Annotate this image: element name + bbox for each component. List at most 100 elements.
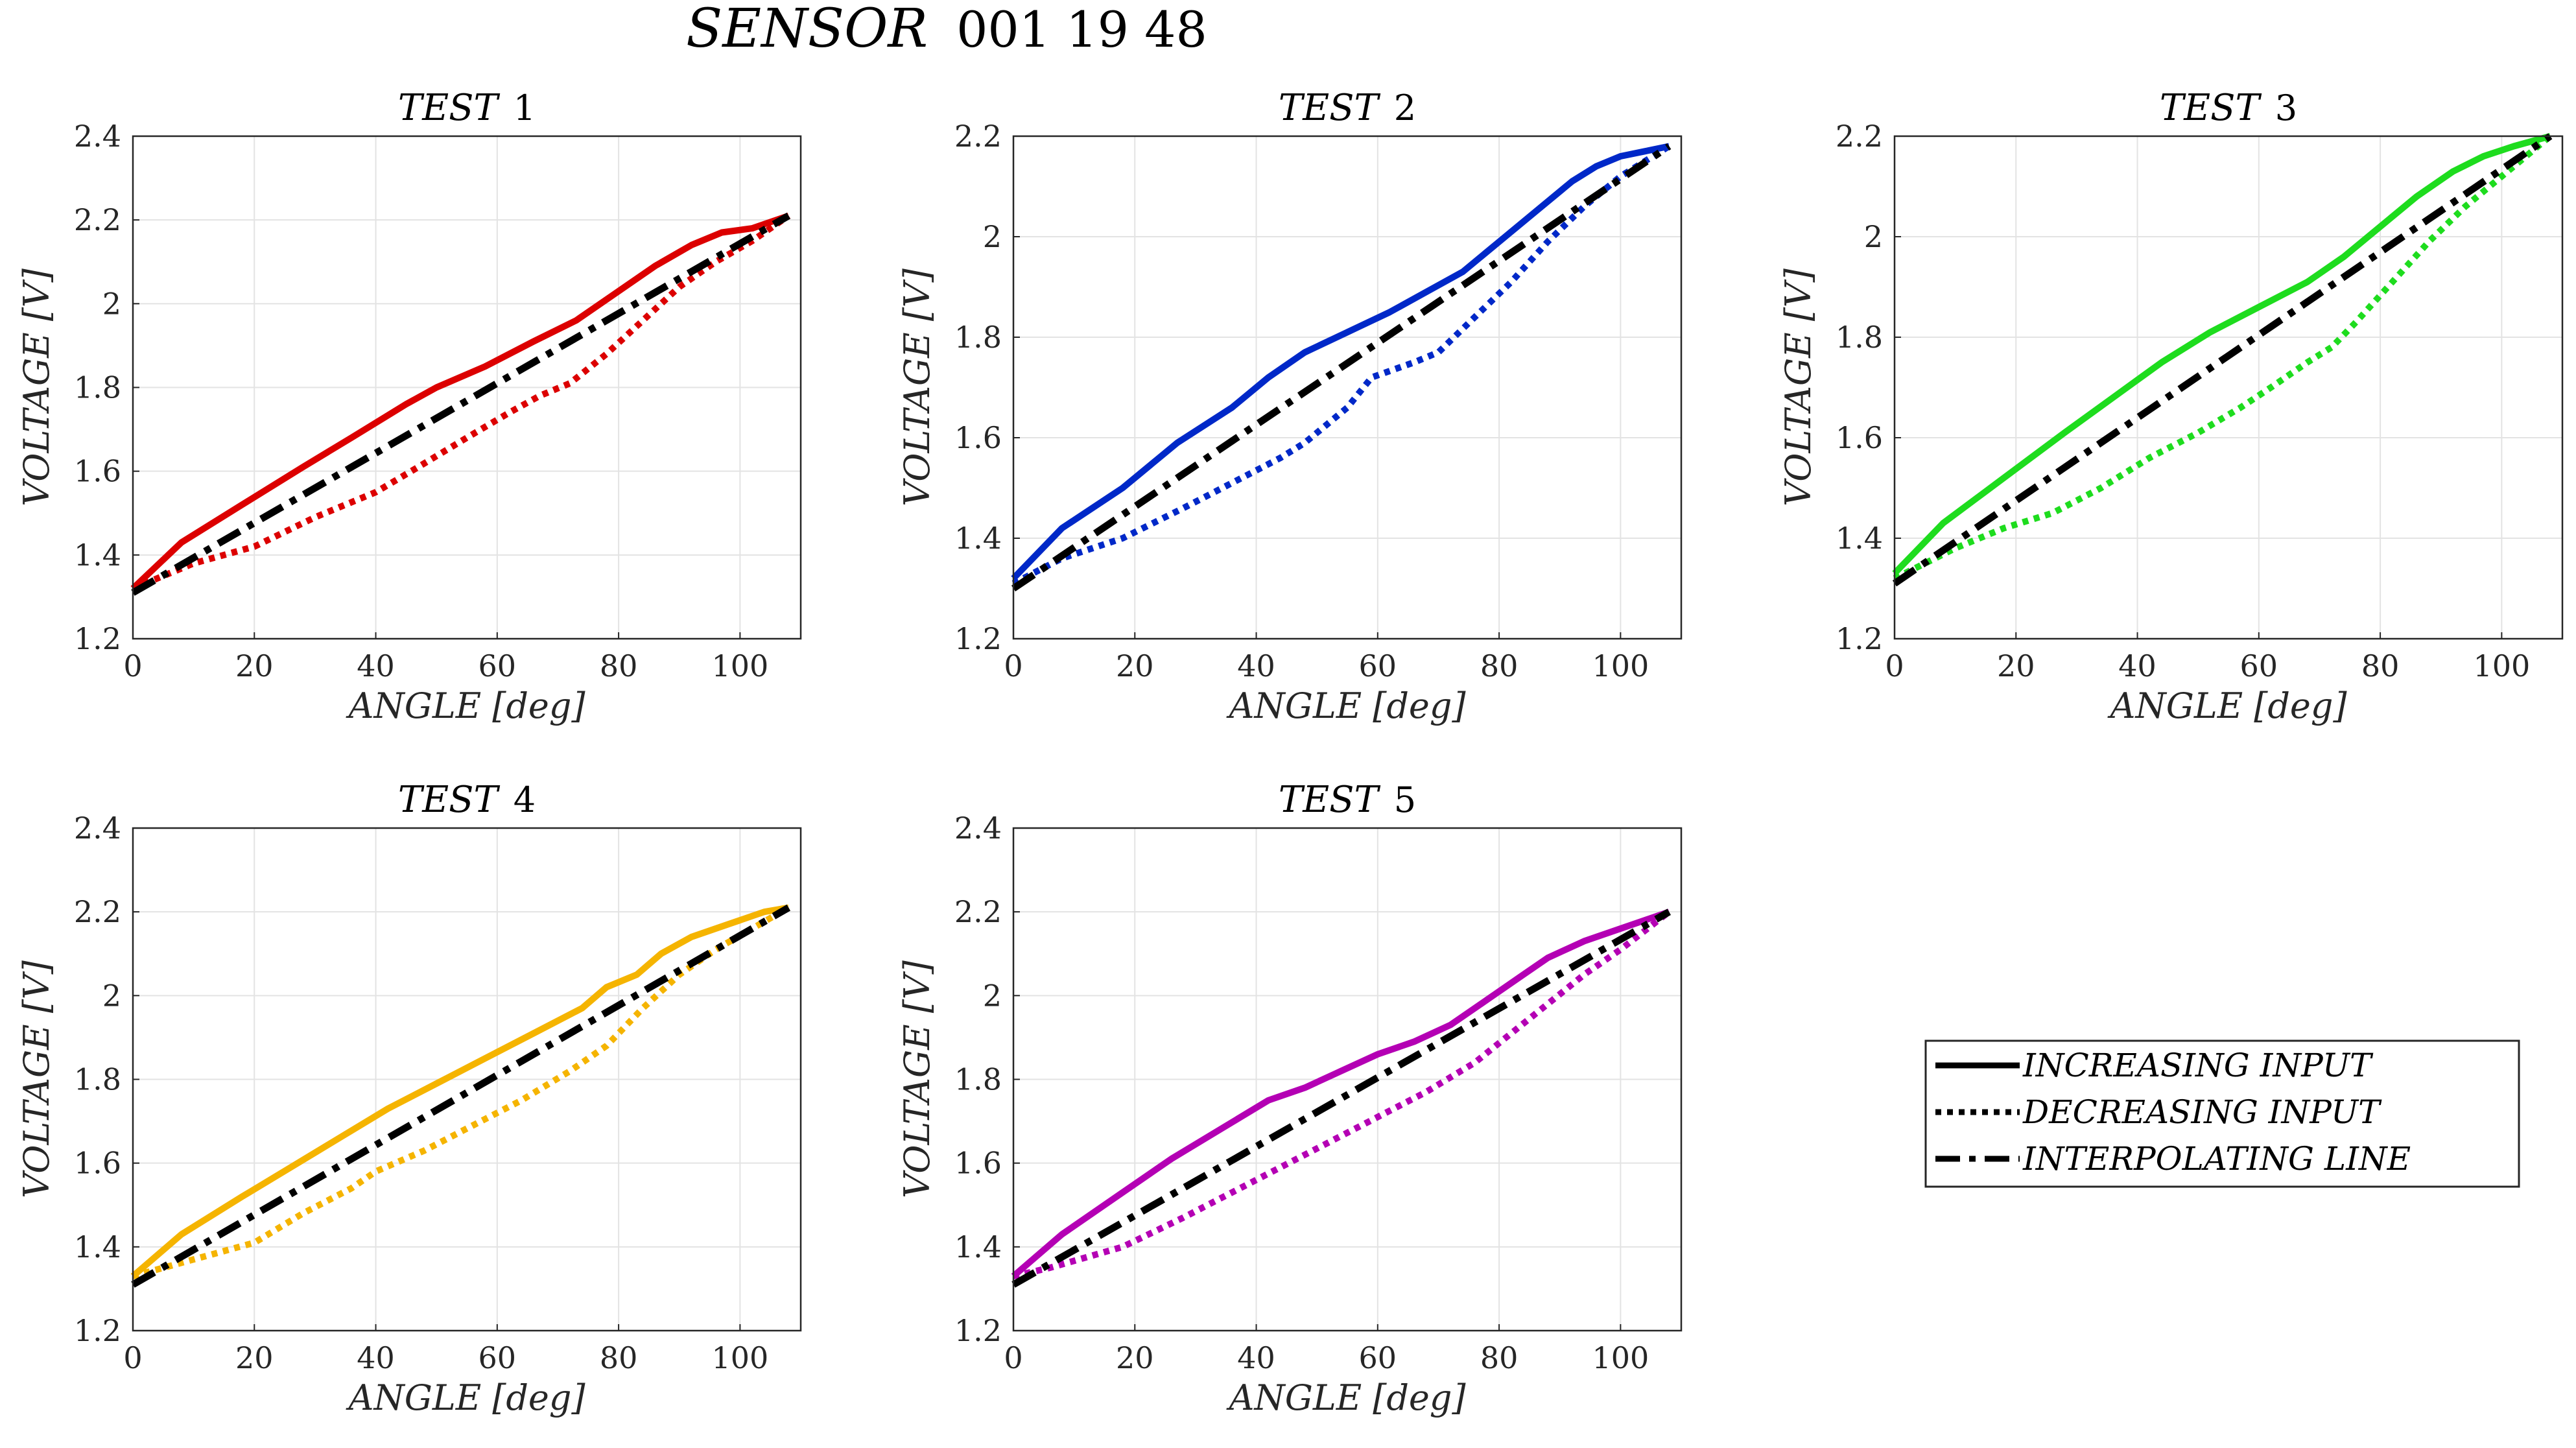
x-tick-label: 20: [235, 648, 274, 683]
legend-label-interpolating: INTERPOLATING LINE: [2022, 1140, 2411, 1178]
series-line-solid: [1011, 143, 1670, 581]
x-tick-label: 0: [1004, 1340, 1022, 1375]
subplot-test-5: 0 20 40 60 80 100 1.2 1.4 1.6 1.8 2 2.2 2.4 TEST 5 ANGL…: [897, 779, 1683, 1418]
y-tick-label: 1.4: [74, 538, 121, 573]
x-tick-label: 0: [123, 1340, 142, 1375]
y-tick-label: 2.2: [74, 202, 121, 237]
series-line-solid: [1892, 133, 2551, 576]
series-line-dashdot: [1011, 908, 1672, 1288]
x-tick-label: 80: [600, 648, 638, 683]
y-tick-label: 1.6: [954, 420, 1002, 455]
series-line-dashdot: [131, 904, 791, 1288]
y-axis-label: VOLTAGE [V]: [897, 268, 938, 506]
series-line-solid: [1011, 908, 1670, 1279]
y-axis-label: VOLTAGE [V]: [897, 960, 938, 1198]
y-tick-label: 1.2: [1836, 621, 1883, 656]
x-axis-label: ANGLE [deg]: [345, 1377, 585, 1418]
subplot-test-3: 0 20 40 60 80 100 1.2 1.4 1.6 1.8 2 2.2 TEST 3 ANGLE […: [1778, 87, 2564, 726]
series-line-dotted: [1011, 143, 1671, 587]
x-tick-label: 80: [600, 1340, 638, 1375]
subplot-title-number: 4: [514, 779, 536, 820]
x-tick-label: 100: [711, 1340, 768, 1375]
x-tick-label: 60: [1359, 648, 1397, 683]
subplot-title: TEST 4: [398, 779, 536, 821]
legend: INCREASING INPUT DECREASING INPUT INTERP…: [1924, 1039, 2520, 1188]
axes-frame: [1012, 135, 1683, 640]
x-tick-label: 40: [357, 1340, 395, 1375]
axes-frame: [132, 135, 802, 640]
y-tick-label: 2.2: [954, 894, 1002, 929]
series-line-solid: [130, 904, 790, 1279]
subplot-title-number: 1: [514, 88, 536, 128]
y-tick-label: 2.2: [954, 119, 1002, 154]
x-axis-label: ANGLE [deg]: [345, 685, 585, 726]
y-tick-label: 1.2: [74, 621, 121, 656]
subplot-title: TEST 2: [1279, 87, 1416, 129]
subplot-test-2: 0 20 40 60 80 100 1.2 1.4 1.6 1.8 2 2.2 TEST 2 ANGLE […: [897, 87, 1683, 726]
x-tick-label: 20: [235, 1340, 274, 1375]
x-tick-label: 100: [1592, 1340, 1649, 1375]
x-tick-label: 80: [1480, 648, 1518, 683]
x-tick-label: 60: [479, 1340, 517, 1375]
figure-title-main: SENSOR: [686, 0, 928, 60]
x-tick-label: 0: [123, 648, 142, 683]
y-tick-label: 1.8: [954, 320, 1002, 355]
figure-title-id: 001 19 48: [956, 1, 1207, 58]
subplot-title-number: 2: [1394, 88, 1416, 128]
x-tick-label: 20: [1997, 648, 2035, 683]
x-tick-label: 20: [1116, 648, 1154, 683]
y-tick-label: 1.4: [954, 521, 1002, 556]
axes-frame: [1012, 827, 1683, 1332]
y-axis-label: VOLTAGE [V]: [16, 268, 57, 506]
series-line-dotted: [132, 213, 791, 592]
y-tick-label: 1.6: [1836, 420, 1883, 455]
y-tick-label: 1.8: [1836, 320, 1883, 355]
x-tick-label: 80: [1480, 1340, 1518, 1375]
x-tick-label: 60: [479, 648, 517, 683]
legend-label-decreasing: DECREASING INPUT: [2022, 1093, 2382, 1131]
y-tick-label: 2: [1864, 219, 1883, 254]
y-axis-label: VOLTAGE [V]: [16, 960, 57, 1198]
subplot-title: TEST 5: [1279, 779, 1416, 821]
plot-area: [1013, 136, 1681, 639]
y-tick-label: 1.8: [954, 1062, 1002, 1097]
y-tick-label: 2: [102, 286, 121, 321]
y-tick-label: 1.8: [74, 1062, 121, 1097]
y-tick-label: 1.2: [74, 1313, 121, 1348]
axes-frame: [132, 827, 802, 1332]
series-line-dashdot: [131, 212, 791, 596]
subplot-title-number: 3: [2275, 88, 2297, 128]
x-tick-label: 40: [1237, 648, 1275, 683]
subplot-title-word: TEST: [1279, 87, 1381, 129]
y-tick-label: 2.4: [74, 811, 121, 846]
subplot-title: TEST 1: [398, 87, 536, 129]
series-line-dotted: [1893, 134, 2553, 582]
subplot-title-word: TEST: [398, 779, 501, 821]
y-tick-label: 1.6: [74, 1146, 121, 1181]
x-tick-label: 40: [2118, 648, 2157, 683]
y-tick-label: 1.2: [954, 1313, 1002, 1348]
series-line-dashdot: [1892, 133, 2553, 587]
x-tick-label: 0: [1004, 648, 1022, 683]
series-line-solid: [130, 212, 790, 591]
y-tick-label: 1.2: [954, 621, 1002, 656]
x-axis-label: ANGLE [deg]: [1225, 685, 1466, 726]
y-tick-label: 1.6: [74, 454, 121, 489]
legend-label-increasing: INCREASING INPUT: [2022, 1047, 2374, 1084]
subplot-title-word: TEST: [1279, 779, 1381, 821]
plot-area: [1895, 136, 2562, 639]
x-tick-label: 60: [1359, 1340, 1397, 1375]
x-tick-label: 100: [711, 648, 768, 683]
x-tick-label: 80: [2361, 648, 2400, 683]
y-tick-label: 2.4: [954, 811, 1002, 846]
y-tick-label: 2: [983, 978, 1002, 1013]
subplot-test-1: 0 20 40 60 80 100 1.2 1.4 1.6 1.8 2 2.2 2.4 TEST 1 ANGL…: [16, 87, 802, 726]
y-tick-label: 2.4: [74, 119, 121, 154]
axes-frame: [1893, 135, 2564, 640]
series-line-dotted: [1012, 909, 1672, 1279]
y-axis-label: VOLTAGE [V]: [1778, 268, 1819, 506]
x-tick-label: 60: [2240, 648, 2278, 683]
x-tick-label: 0: [1885, 648, 1904, 683]
series-line-dashdot: [1011, 143, 1672, 592]
